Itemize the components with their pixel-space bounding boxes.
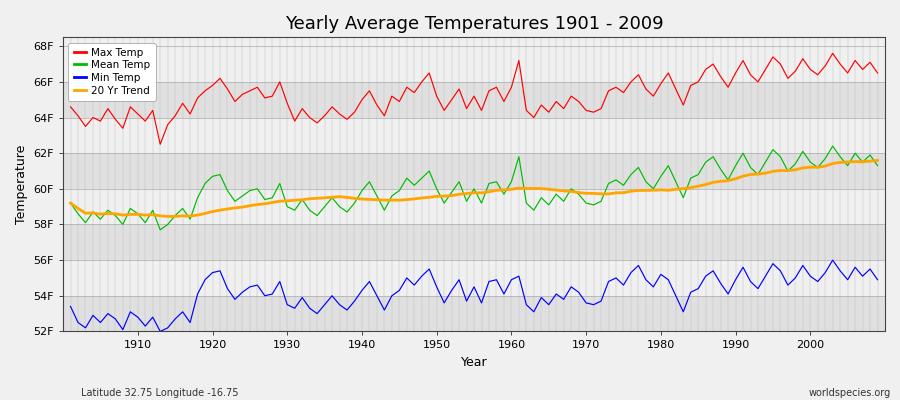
- Y-axis label: Temperature: Temperature: [15, 145, 28, 224]
- Bar: [63, 296, 885, 332]
- Bar: [63, 153, 885, 189]
- Text: Latitude 32.75 Longitude -16.75: Latitude 32.75 Longitude -16.75: [81, 388, 239, 398]
- Text: worldspecies.org: worldspecies.org: [809, 388, 891, 398]
- Bar: [63, 224, 885, 260]
- Bar: [63, 260, 885, 296]
- Bar: [63, 46, 885, 82]
- Title: Yearly Average Temperatures 1901 - 2009: Yearly Average Temperatures 1901 - 2009: [284, 15, 663, 33]
- Bar: [63, 118, 885, 153]
- Legend: Max Temp, Mean Temp, Min Temp, 20 Yr Trend: Max Temp, Mean Temp, Min Temp, 20 Yr Tre…: [68, 42, 156, 101]
- Bar: [63, 82, 885, 118]
- X-axis label: Year: Year: [461, 356, 488, 369]
- Bar: [63, 189, 885, 224]
